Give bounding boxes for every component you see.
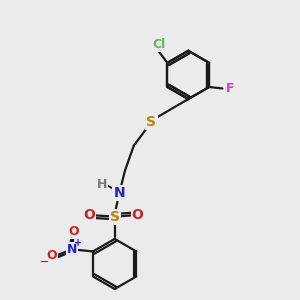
Text: F: F [226,82,235,95]
Text: O: O [68,225,79,238]
Text: Cl: Cl [152,38,165,51]
Text: N: N [67,244,77,256]
Text: S: S [146,115,157,129]
Text: −: − [40,257,49,267]
Text: +: + [74,238,82,248]
Text: N: N [113,186,125,200]
Text: H: H [97,178,107,191]
Text: O: O [46,249,57,262]
Text: O: O [132,208,144,222]
Text: S: S [110,210,120,224]
Text: O: O [83,208,95,222]
